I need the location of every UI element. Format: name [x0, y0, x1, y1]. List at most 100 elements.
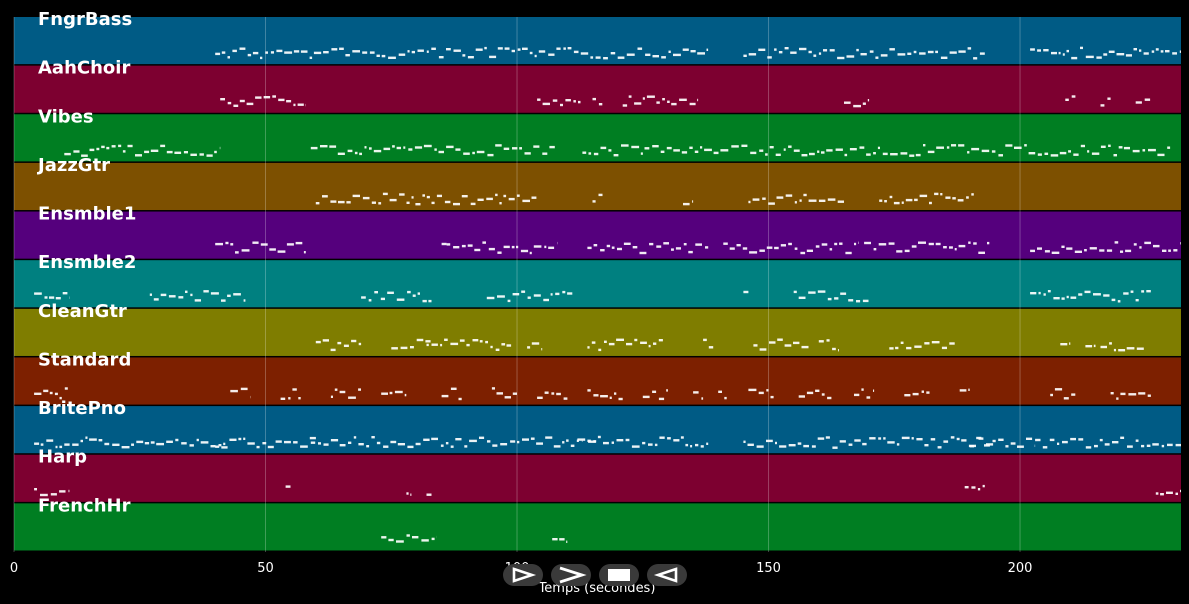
- note: [81, 154, 88, 157]
- note-segment: [718, 390, 727, 400]
- note-segment: [592, 97, 603, 106]
- note: [1127, 445, 1133, 448]
- note: [697, 98, 699, 102]
- note: [793, 149, 800, 152]
- note: [788, 242, 792, 246]
- note: [407, 445, 414, 449]
- note: [359, 152, 362, 156]
- note: [166, 150, 173, 154]
- note: [956, 437, 960, 441]
- note: [293, 441, 298, 444]
- note: [215, 445, 220, 448]
- note: [1179, 50, 1181, 53]
- note: [504, 396, 511, 399]
- note: [873, 248, 877, 251]
- note: [1113, 154, 1117, 157]
- note: [206, 154, 213, 157]
- note: [446, 243, 451, 246]
- note: [497, 47, 503, 50]
- note: [1084, 249, 1087, 252]
- note: [521, 290, 526, 293]
- note: [417, 292, 420, 295]
- note: [700, 146, 703, 149]
- note: [522, 438, 529, 441]
- note: [423, 438, 430, 441]
- note: [774, 48, 777, 51]
- note: [750, 151, 757, 155]
- forward-button[interactable]: [551, 564, 591, 586]
- note: [381, 392, 388, 395]
- stop-button[interactable]: [599, 564, 639, 586]
- note: [900, 152, 908, 155]
- note: [397, 443, 405, 446]
- note: [609, 396, 612, 399]
- note: [227, 56, 230, 59]
- note: [680, 436, 684, 439]
- note: [593, 152, 599, 156]
- note: [598, 348, 602, 352]
- note: [862, 299, 869, 303]
- note: [749, 251, 758, 254]
- note: [904, 394, 911, 397]
- note: [531, 342, 540, 345]
- note: [896, 443, 900, 446]
- note: [1106, 249, 1113, 252]
- note: [900, 341, 904, 344]
- note: [444, 338, 448, 341]
- note: [823, 49, 828, 52]
- note: [914, 198, 918, 202]
- note: [1108, 144, 1111, 147]
- note-segment: [582, 144, 1171, 157]
- note-segment: [959, 388, 970, 392]
- note: [472, 339, 479, 342]
- track-label-frenchhr: FrenchHr: [38, 495, 131, 516]
- note: [358, 342, 362, 346]
- note: [190, 153, 197, 156]
- note: [168, 295, 176, 298]
- note: [663, 242, 669, 245]
- note: [1014, 146, 1022, 149]
- note-segment: [64, 144, 221, 157]
- note: [537, 98, 541, 101]
- note: [555, 292, 560, 296]
- note: [950, 436, 955, 439]
- note: [1054, 388, 1063, 391]
- note: [252, 241, 259, 244]
- note: [813, 54, 817, 57]
- note: [533, 245, 542, 248]
- note: [1133, 243, 1137, 246]
- note: [608, 149, 612, 152]
- note: [276, 49, 283, 53]
- note: [472, 151, 475, 155]
- note: [700, 445, 704, 448]
- note: [600, 146, 607, 150]
- note: [529, 51, 533, 55]
- note: [383, 147, 391, 151]
- note: [445, 442, 449, 445]
- note-segment: [381, 534, 437, 543]
- play-icon: [512, 567, 537, 583]
- note: [527, 346, 531, 349]
- play-button[interactable]: [503, 564, 543, 586]
- note: [864, 241, 871, 245]
- note: [354, 151, 358, 155]
- grid-layer: [13, 17, 1021, 552]
- note: [801, 154, 808, 157]
- note: [982, 484, 985, 488]
- note-segment: [1155, 489, 1181, 496]
- note: [450, 387, 457, 390]
- note: [330, 395, 333, 398]
- note: [297, 103, 304, 106]
- rewind-button[interactable]: [647, 564, 687, 586]
- note-segment: [230, 387, 251, 399]
- note: [1100, 345, 1107, 349]
- note: [1049, 438, 1055, 442]
- note: [967, 151, 970, 154]
- note: [1166, 491, 1173, 494]
- note: [906, 346, 912, 350]
- note: [689, 102, 696, 106]
- note: [479, 436, 485, 439]
- note: [969, 445, 975, 448]
- note: [762, 197, 766, 200]
- note: [348, 441, 352, 444]
